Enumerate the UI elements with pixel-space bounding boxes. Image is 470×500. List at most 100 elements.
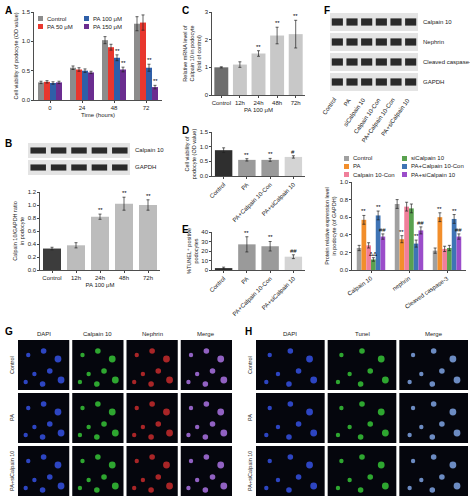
svg-text:Time (hours): Time (hours) <box>81 112 115 118</box>
svg-text:0.8: 0.8 <box>28 215 37 221</box>
svg-text:**: ** <box>414 233 419 239</box>
svg-text:##: ## <box>455 227 462 233</box>
svg-text:Cleaved caspase-3: Cleaved caspase-3 <box>404 275 450 310</box>
svg-text:PA+siCalpain 10: PA+siCalpain 10 <box>261 275 297 311</box>
svg-text:0.4: 0.4 <box>28 241 37 247</box>
svg-text:24h: 24h <box>253 100 263 106</box>
svg-text:1.5: 1.5 <box>22 9 31 15</box>
svg-text:Merge: Merge <box>425 331 443 337</box>
svg-text:GAPDH: GAPDH <box>135 164 156 170</box>
svg-text:72h: 72h <box>143 275 153 281</box>
svg-text:PA+Calpain 10-Con: PA+Calpain 10-Con <box>231 276 273 318</box>
svg-text:PA+siCalpain 10: PA+siCalpain 10 <box>9 451 15 491</box>
svg-text:Control: Control <box>47 16 66 22</box>
svg-text:**: ** <box>98 207 103 213</box>
svg-text:B: B <box>5 138 12 149</box>
svg-text:**: ** <box>376 204 381 210</box>
svg-text:48h: 48h <box>272 100 282 106</box>
svg-text:##: ## <box>290 248 297 254</box>
svg-text:A: A <box>5 5 12 16</box>
svg-text:**: ** <box>437 206 442 212</box>
svg-text:DAPI: DAPI <box>283 331 297 337</box>
svg-text:PA: PA <box>343 98 352 108</box>
svg-text:PA+siCalpain 10: PA+siCalpain 10 <box>411 172 456 178</box>
svg-text:**: ** <box>147 57 152 63</box>
svg-text:PA 50 μM: PA 50 μM <box>47 24 73 30</box>
svg-text:PA 100 μM: PA 100 μM <box>85 282 114 288</box>
svg-text:#: # <box>291 149 295 155</box>
svg-text:**: ** <box>268 234 273 240</box>
svg-text:##: ## <box>379 227 386 233</box>
svg-text:Cleaved caspase-3: Cleaved caspase-3 <box>423 59 470 65</box>
svg-text:PA+Calpain 10-Con: PA+Calpain 10-Con <box>231 182 273 224</box>
svg-text:PA: PA <box>9 414 15 421</box>
svg-text:Control: Control <box>209 276 227 294</box>
svg-text:PA+Calpain 10-Con: PA+Calpain 10-Con <box>361 97 396 144</box>
svg-text:Calpain 10: Calpain 10 <box>423 19 452 25</box>
svg-text:PA: PA <box>240 276 250 286</box>
svg-text:**: ** <box>122 190 127 196</box>
svg-text:1: 1 <box>205 64 209 70</box>
svg-text:**: ** <box>121 60 126 66</box>
svg-text:siCalpain 10: siCalpain 10 <box>411 155 445 161</box>
svg-text:0: 0 <box>205 267 209 273</box>
svg-text:Control: Control <box>209 182 227 200</box>
svg-text:Control: Control <box>212 100 231 106</box>
svg-text:PA+Calpain 10-Con: PA+Calpain 10-Con <box>411 163 464 169</box>
svg-text:0.5: 0.5 <box>200 158 209 164</box>
svg-text:F: F <box>324 5 330 16</box>
svg-text:0.6: 0.6 <box>340 214 349 220</box>
svg-text:0.2: 0.2 <box>28 254 37 260</box>
svg-text:G: G <box>5 326 13 337</box>
svg-text:Calpain 10/GAPDH ratioin podoc: Calpain 10/GAPDH ratioin podocyte <box>12 201 25 261</box>
svg-text:Nephrin: Nephrin <box>423 39 444 45</box>
svg-text:Cell viability ofpodocyte (OD: Cell viability ofpodocyte (OD value) <box>184 129 197 180</box>
svg-text:**: ** <box>399 229 404 235</box>
svg-text:PA 100 μM: PA 100 μM <box>244 107 273 113</box>
svg-text:PA: PA <box>240 182 250 192</box>
svg-text:Calpain 10-Con: Calpain 10-Con <box>353 97 382 135</box>
svg-text:Calpain 10-Con: Calpain 10-Con <box>353 172 395 178</box>
svg-text:**: ** <box>153 78 158 84</box>
svg-text:D: D <box>182 125 189 136</box>
svg-text:PA 150 μM: PA 150 μM <box>93 24 122 30</box>
svg-text:**: ** <box>115 48 120 54</box>
svg-text:12h: 12h <box>235 100 245 106</box>
svg-text:##: ## <box>417 220 424 226</box>
svg-text:Calpain 10: Calpain 10 <box>83 331 112 337</box>
svg-text:Relative mRNA level ofCalpain: Relative mRNA level ofCalpain 10 in podo… <box>182 25 202 82</box>
svg-text:**: ** <box>293 13 298 19</box>
svg-text:2: 2 <box>205 37 209 43</box>
svg-text:GAPDH: GAPDH <box>423 79 444 85</box>
svg-text:Merge: Merge <box>197 331 215 337</box>
svg-text:0.8: 0.8 <box>340 197 349 203</box>
svg-text:**: ** <box>244 152 249 158</box>
svg-text:0.0: 0.0 <box>22 97 31 103</box>
svg-text:**: ** <box>146 193 151 199</box>
svg-text:0.5: 0.5 <box>22 68 31 74</box>
svg-text:%TUNEL⁺ positivepodocytes: %TUNEL⁺ positivepodocytes <box>186 228 199 274</box>
svg-text:72h: 72h <box>291 100 301 106</box>
svg-text:1.2: 1.2 <box>28 189 37 195</box>
svg-text:Calpain 10: Calpain 10 <box>346 275 373 297</box>
svg-text:1.0: 1.0 <box>340 179 349 185</box>
svg-text:Nephrin: Nephrin <box>142 331 163 337</box>
svg-text:Tunel: Tunel <box>355 331 370 337</box>
svg-text:Cell viability of podocyte (OD: Cell viability of podocyte (OD value) <box>13 12 19 99</box>
svg-text:DAPI: DAPI <box>37 331 51 337</box>
svg-text:Control: Control <box>321 96 337 115</box>
svg-text:**: ** <box>244 230 249 236</box>
svg-text:1.0: 1.0 <box>22 38 31 44</box>
svg-text:Protein relative expression le: Protein relative expression levelin podo… <box>324 187 337 265</box>
svg-text:48h: 48h <box>119 275 129 281</box>
svg-text:1.5: 1.5 <box>200 129 209 135</box>
svg-text:PA: PA <box>353 163 361 169</box>
svg-text:PA: PA <box>247 414 253 421</box>
svg-text:PA 100 μM: PA 100 μM <box>93 16 122 22</box>
svg-text:40: 40 <box>201 229 208 235</box>
svg-text:nephrin: nephrin <box>391 275 411 291</box>
svg-text:72: 72 <box>143 105 150 111</box>
svg-text:24h: 24h <box>95 275 105 281</box>
svg-text:**: ** <box>361 208 366 214</box>
svg-text:0.0: 0.0 <box>340 267 349 273</box>
